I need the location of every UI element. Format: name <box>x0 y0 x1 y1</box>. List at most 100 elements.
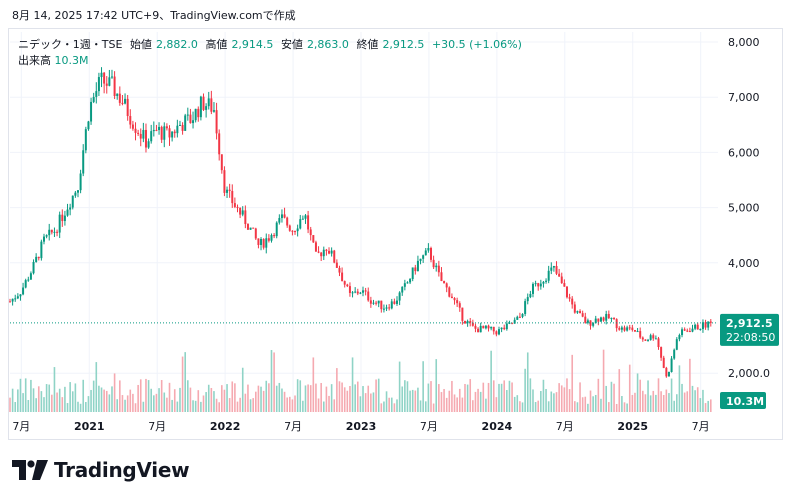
volume-bar <box>291 399 294 412</box>
candle-body <box>396 300 399 304</box>
volume-bar <box>649 395 652 412</box>
candle-body <box>586 320 589 323</box>
volume-bar <box>681 383 683 412</box>
candle-body <box>484 325 487 329</box>
volume-bar <box>608 402 610 412</box>
symbol-label[interactable]: ニデック・1週・TSE <box>18 38 123 51</box>
candle-body <box>126 98 129 117</box>
volume-bar <box>506 390 508 412</box>
candle-body <box>27 279 30 281</box>
candle-body <box>375 302 378 304</box>
candle-body <box>11 298 14 302</box>
candle-body <box>497 329 500 335</box>
candle-body <box>607 313 610 319</box>
volume-bar <box>621 396 623 412</box>
candle-body <box>430 247 433 260</box>
x-tick-label: 7月 <box>284 420 302 433</box>
candle-body <box>97 77 100 92</box>
candle-body <box>432 259 435 268</box>
volume-bar <box>634 392 636 412</box>
volume-bar <box>105 390 108 412</box>
volume-bar <box>35 398 37 412</box>
volume-bar <box>647 380 649 412</box>
volume-bar <box>87 396 90 412</box>
volume-bar <box>126 395 129 412</box>
candle-body <box>500 327 503 330</box>
candle-body <box>108 77 111 86</box>
volume-bar <box>500 383 503 412</box>
volume-bar <box>521 402 524 412</box>
volume-bar <box>631 394 634 412</box>
candle-body <box>29 273 32 280</box>
candle-body <box>602 317 605 321</box>
candle-body <box>100 72 103 78</box>
volume-bar <box>540 391 542 412</box>
low-label: 安値 <box>280 38 303 51</box>
candle-body <box>495 331 498 335</box>
candle-body <box>521 313 524 317</box>
candle-body <box>576 311 579 313</box>
x-tick-label: 7月 <box>556 420 574 433</box>
candle-body <box>335 262 338 268</box>
volume-bar <box>166 397 168 412</box>
volume-bar <box>545 389 547 412</box>
candle-body <box>492 326 495 332</box>
candle-body <box>314 242 317 252</box>
candle-body <box>178 124 181 126</box>
volume-bar <box>153 395 155 412</box>
candle-body <box>307 215 310 230</box>
volume-bar <box>435 359 438 412</box>
volume-bar <box>309 385 312 412</box>
x-tick-label: 2021 <box>74 420 105 433</box>
volume-bar <box>283 391 286 412</box>
candle-body <box>639 331 642 338</box>
volume-bar <box>689 358 691 412</box>
volume-bar <box>139 379 142 412</box>
candle-body <box>443 281 446 284</box>
candle-body <box>620 327 623 330</box>
volume-bar <box>192 400 194 412</box>
candle-body <box>158 126 161 131</box>
candle-body <box>260 238 263 245</box>
candle-body <box>675 339 678 350</box>
price-tag <box>720 313 779 346</box>
volume-bar <box>103 389 105 412</box>
volume-bar <box>623 402 626 412</box>
volume-bar <box>466 384 469 412</box>
candle-body <box>382 308 385 310</box>
volume-bar <box>445 397 448 412</box>
candle-body <box>427 247 430 251</box>
x-tick-label: 7月 <box>420 420 438 433</box>
volume-bar <box>542 379 545 412</box>
volume-bar <box>142 401 145 412</box>
candle-body <box>657 338 660 348</box>
candle-body <box>124 98 127 104</box>
candle-body <box>563 283 566 287</box>
volume-bar <box>555 392 558 412</box>
volume-bar <box>288 396 291 412</box>
candle-body <box>58 214 61 233</box>
volume-bar <box>322 401 325 412</box>
candle-body <box>558 273 561 277</box>
volume-bar <box>673 400 675 412</box>
volume-bar <box>456 397 458 412</box>
candle-body <box>670 358 673 372</box>
candle-body <box>647 339 650 341</box>
volume-bar <box>194 400 197 412</box>
candle-body <box>346 284 349 287</box>
candle-body <box>474 325 477 329</box>
volume-bar <box>278 382 281 412</box>
chart-frame <box>8 28 783 440</box>
volume-bar <box>406 381 409 412</box>
candle-body <box>275 222 278 237</box>
candle-body <box>571 298 574 305</box>
candle-body <box>678 335 681 340</box>
volume-bar <box>613 383 615 412</box>
volume-bar <box>359 396 362 412</box>
candle-body <box>79 173 82 191</box>
volume-bar <box>495 397 498 412</box>
volume-bar <box>587 403 589 412</box>
volume-bar <box>184 352 186 412</box>
volume-bar <box>581 397 584 412</box>
